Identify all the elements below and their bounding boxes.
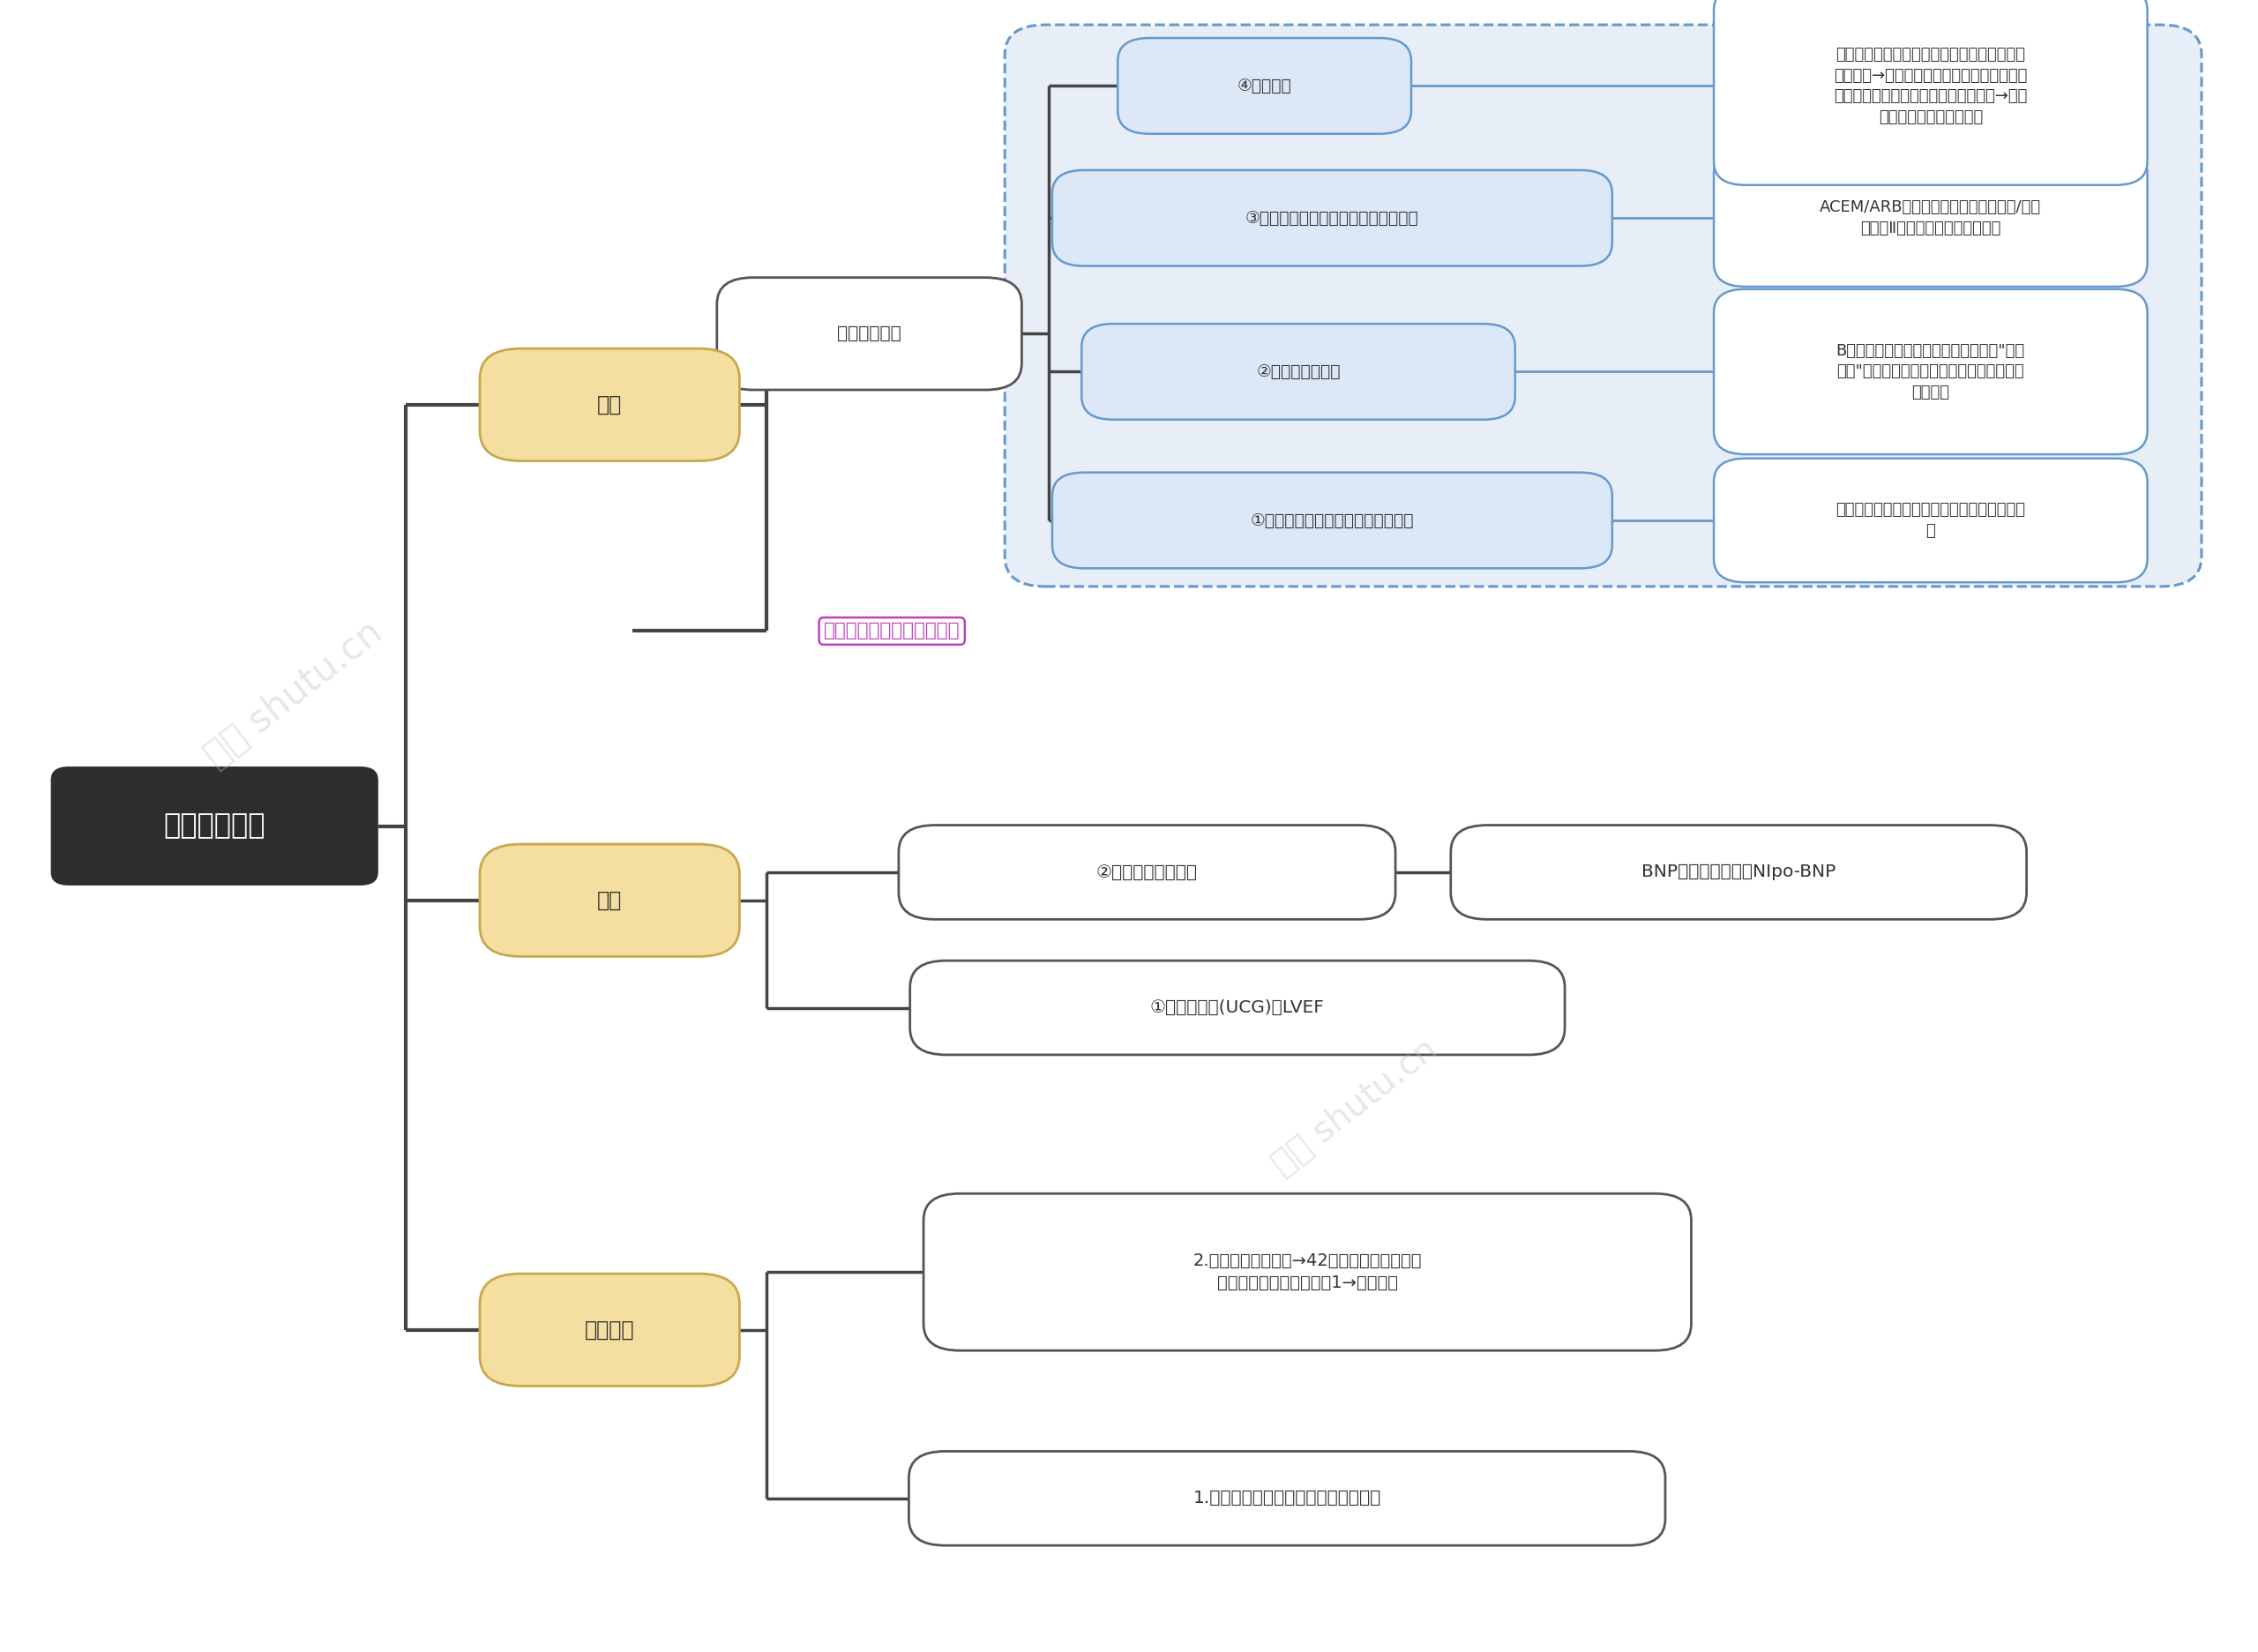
FancyBboxPatch shape [481, 349, 741, 461]
FancyBboxPatch shape [1118, 38, 1411, 134]
Text: ②诊断敏感标志物：: ②诊断敏感标志物： [1097, 864, 1197, 881]
Text: ACEM/ARB（血管紧张素转换酶抑制剂/血管
紧张素Ⅱ受体拮抗剂）代表药物：: ACEM/ARB（血管紧张素转换酶抑制剂/血管 紧张素Ⅱ受体拮抗剂）代表药物： [1820, 200, 2041, 236]
Text: 一般治疗去除病因消除诱因: 一般治疗去除病因消除诱因 [824, 623, 960, 639]
Text: 临床表现: 临床表现 [585, 1320, 634, 1340]
FancyBboxPatch shape [1082, 324, 1515, 420]
FancyBboxPatch shape [1714, 150, 2147, 287]
FancyBboxPatch shape [908, 1452, 1666, 1546]
Text: 心衰合并房颤首选，二狭伴房颤也可选（正性
肌力作用→让心脏收缩力增强，改善症状可以
选择；还有最重要的抑制房室交界传导→减慢
心率，治疗房颤效果好。: 心衰合并房颤首选，二狭伴房颤也可选（正性 肌力作用→让心脏收缩力增强，改善症状可… [1833, 46, 2028, 126]
Text: 治疗: 治疗 [596, 395, 623, 415]
FancyBboxPatch shape [481, 844, 741, 957]
Text: 树图 shutu.cn: 树图 shutu.cn [1267, 1032, 1443, 1181]
Text: 树图 shutu.cn: 树图 shutu.cn [199, 613, 388, 775]
FancyBboxPatch shape [1714, 0, 2147, 185]
FancyBboxPatch shape [899, 826, 1395, 919]
Text: ③抑制肾素血管紧张素，降低后负荷：: ③抑制肾素血管紧张素，降低后负荷： [1246, 210, 1418, 226]
FancyBboxPatch shape [910, 961, 1565, 1056]
FancyBboxPatch shape [1005, 25, 2202, 586]
Text: BNP（脑利钠肽）或NIpo-BNP: BNP（脑利钠肽）或NIpo-BNP [1642, 864, 1836, 881]
Text: ②降低心肌耗氧：: ②降低心肌耗氧： [1255, 363, 1341, 380]
Text: 利尿剂，机制：排水排钠不良反应：电解质素
乱: 利尿剂，机制：排水排钠不良反应：电解质素 乱 [1836, 502, 2025, 539]
FancyBboxPatch shape [1714, 458, 2147, 582]
FancyBboxPatch shape [718, 278, 1023, 390]
Text: B受体拮抗（阻滞）剂常用代表药物："比卡
美奈"（比索洛尔、卡维地洛、美托洛尔、奈
必洛尔）: B受体拮抗（阻滞）剂常用代表药物："比卡 美奈"（比索洛尔、卡维地洛、美托洛尔、… [1836, 344, 2025, 400]
FancyBboxPatch shape [52, 767, 377, 885]
FancyBboxPatch shape [924, 1193, 1691, 1351]
Text: 2.全心衰：先左后右→42个的表现都有，但是
呼吸困难、肺淤血症状减1→病情加重: 2.全心衰：先左后右→42个的表现都有，但是 呼吸困难、肺淤血症状减1→病情加重 [1192, 1252, 1423, 1292]
Text: ①减轻心脏前负荷，缓解症状首选：: ①减轻心脏前负荷，缓解症状首选： [1251, 512, 1414, 529]
Text: ④洋地黄：: ④洋地黄： [1237, 78, 1292, 94]
Text: 常规药物治疗: 常规药物治疗 [838, 325, 901, 342]
Text: ①超声心动图(UCG)看LVEF: ①超声心动图(UCG)看LVEF [1149, 999, 1325, 1016]
FancyBboxPatch shape [1052, 170, 1612, 266]
Text: 1.慢性左心衰与慢性右心衰特点和鉴别: 1.慢性左心衰与慢性右心衰特点和鉴别 [1192, 1490, 1382, 1507]
FancyBboxPatch shape [1714, 289, 2147, 454]
Text: 诊断: 诊断 [596, 890, 623, 910]
FancyBboxPatch shape [1052, 472, 1612, 568]
FancyBboxPatch shape [1452, 826, 2028, 919]
Text: 慢性心力衰竭: 慢性心力衰竭 [163, 813, 266, 839]
FancyBboxPatch shape [481, 1274, 741, 1386]
